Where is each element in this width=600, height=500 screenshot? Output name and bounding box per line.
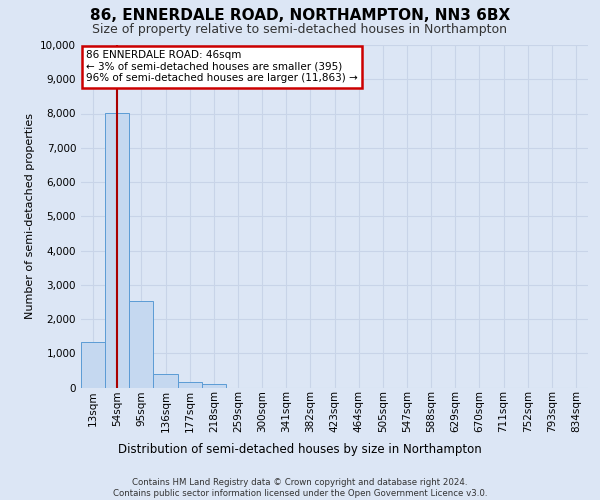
- Bar: [105, 113, 129, 388]
- Text: Contains HM Land Registry data © Crown copyright and database right 2024.
Contai: Contains HM Land Registry data © Crown c…: [113, 478, 487, 498]
- Text: Size of property relative to semi-detached houses in Northampton: Size of property relative to semi-detach…: [92, 22, 508, 36]
- Text: 86 ENNERDALE ROAD: 46sqm
← 3% of semi-detached houses are smaller (395)
96% of s: 86 ENNERDALE ROAD: 46sqm ← 3% of semi-de…: [86, 50, 358, 84]
- Y-axis label: Number of semi-detached properties: Number of semi-detached properties: [25, 114, 35, 320]
- Text: 86, ENNERDALE ROAD, NORTHAMPTON, NN3 6BX: 86, ENNERDALE ROAD, NORTHAMPTON, NN3 6BX: [90, 8, 510, 22]
- Bar: [154, 374, 178, 388]
- Text: Distribution of semi-detached houses by size in Northampton: Distribution of semi-detached houses by …: [118, 442, 482, 456]
- Bar: [129, 301, 154, 388]
- Bar: [81, 342, 105, 388]
- Bar: [202, 384, 226, 388]
- Bar: [178, 382, 202, 388]
